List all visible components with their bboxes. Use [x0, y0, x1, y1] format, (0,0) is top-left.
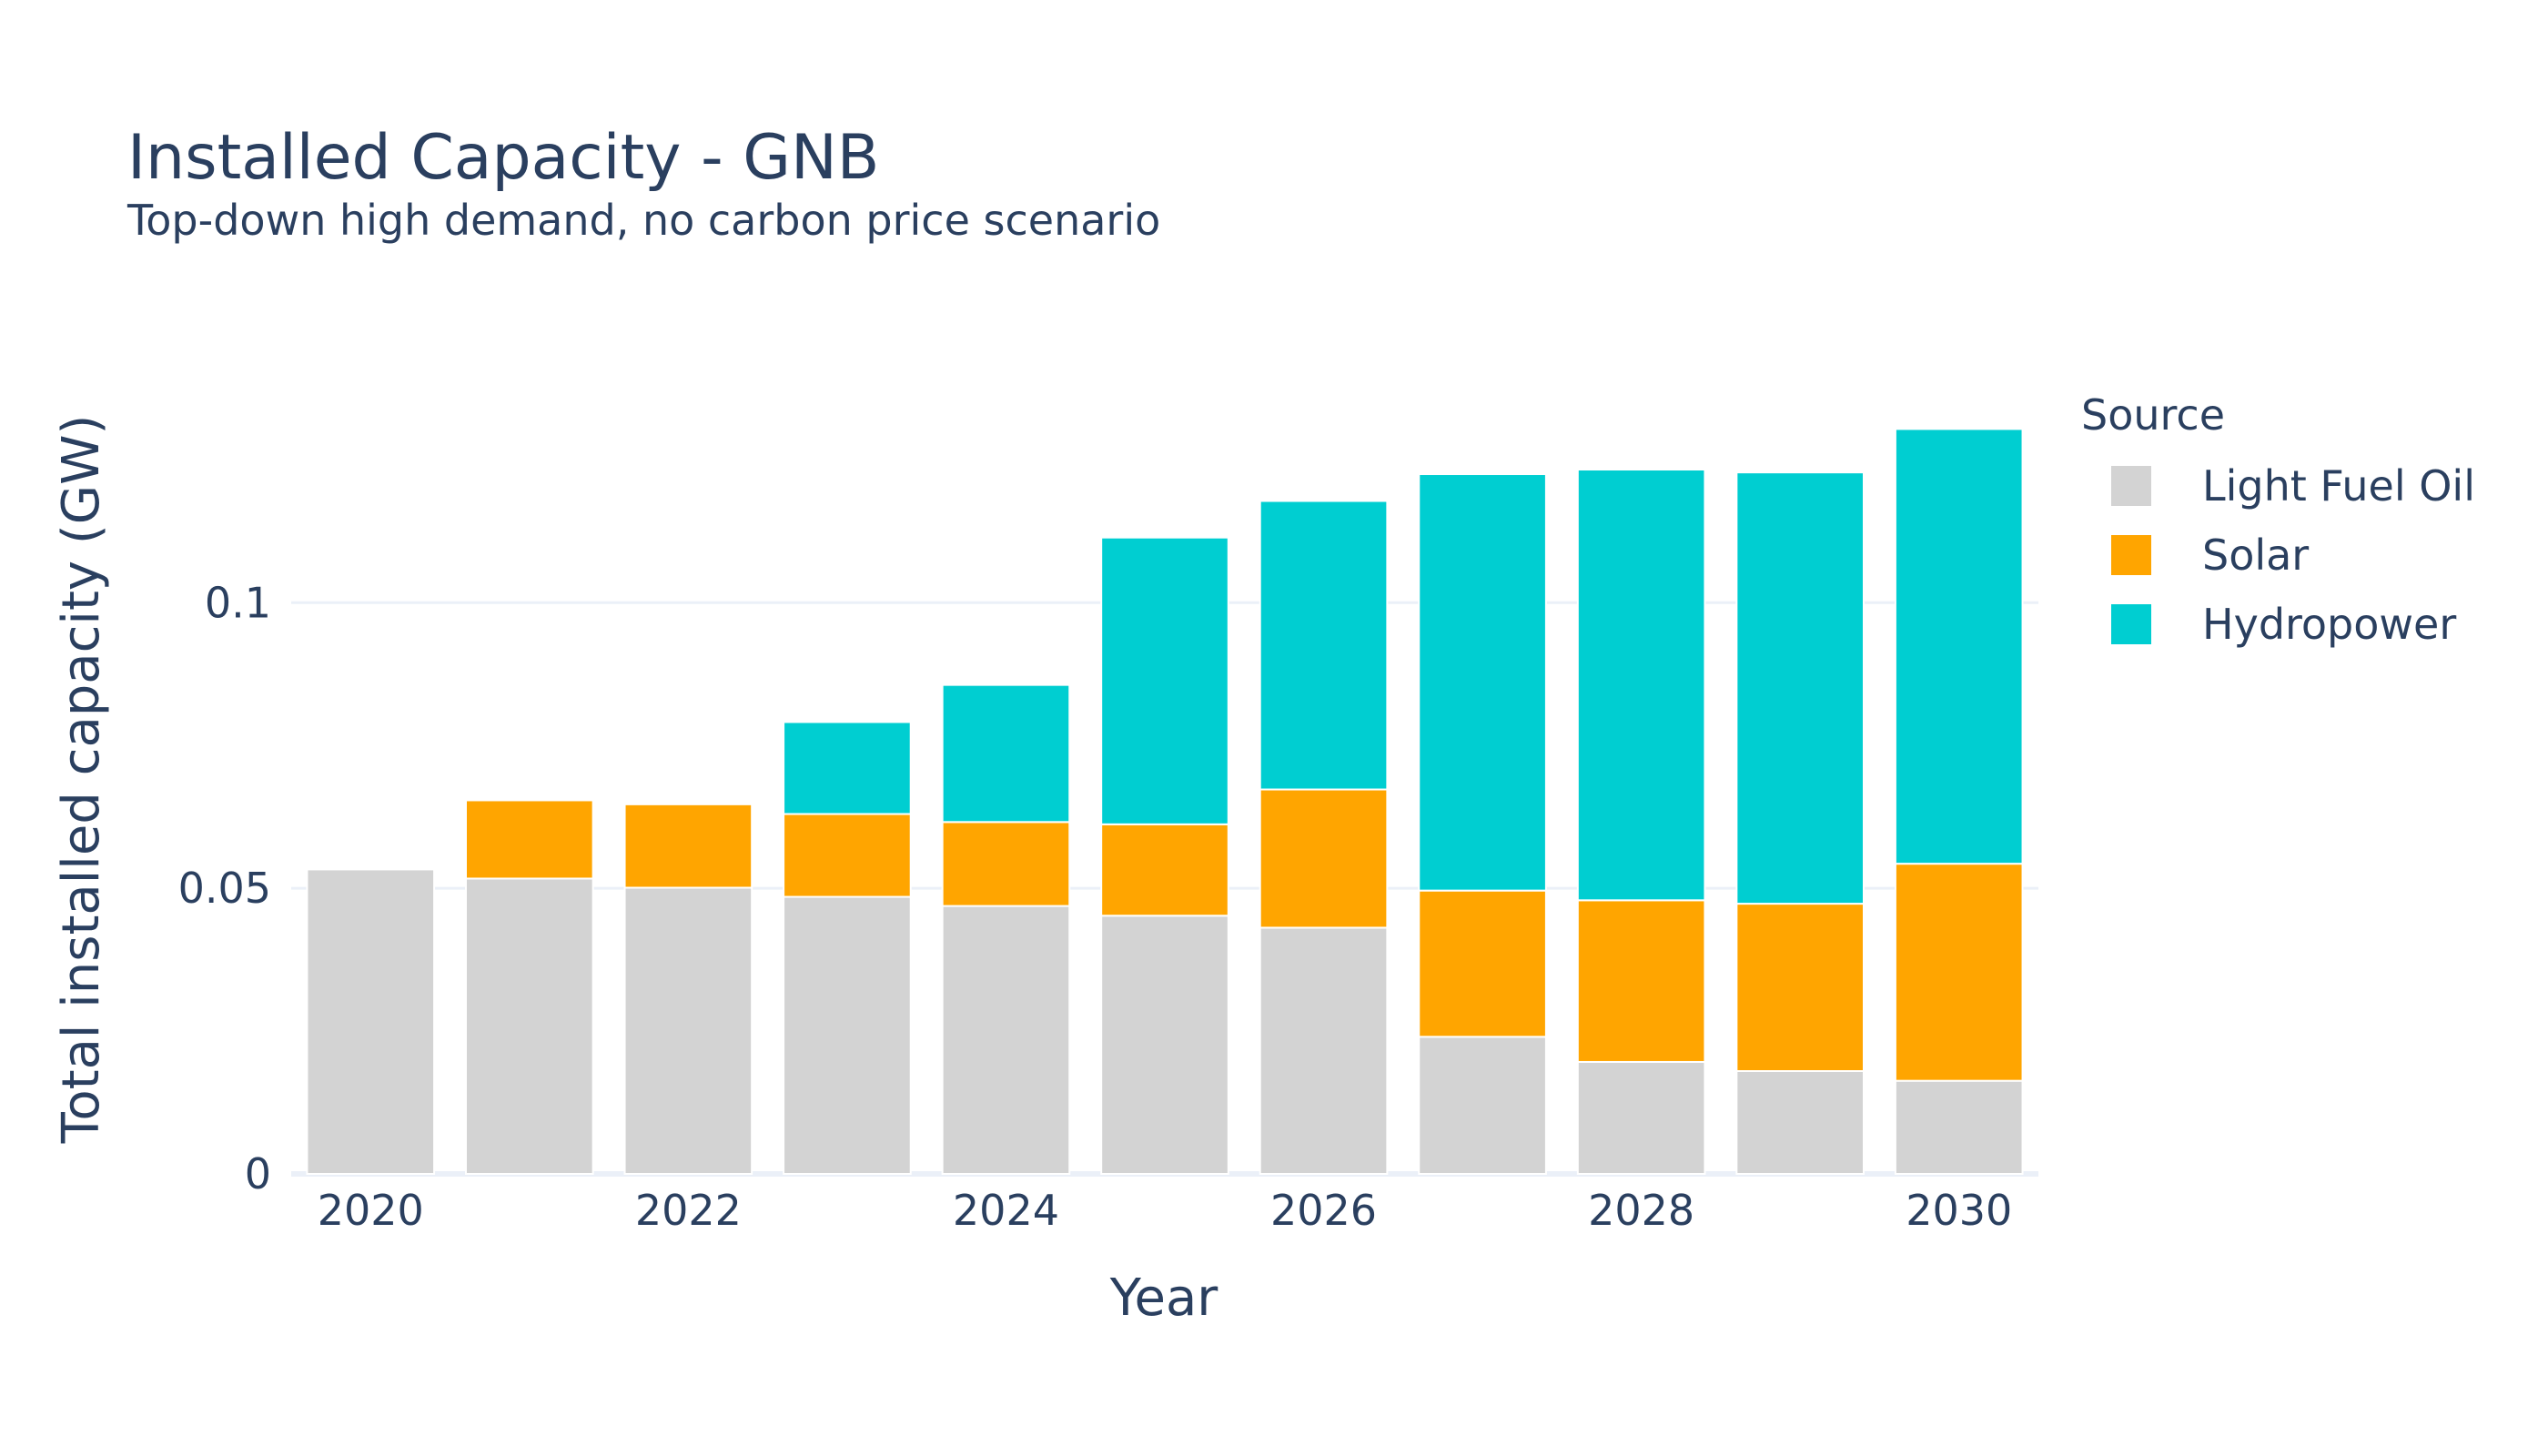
bar-solar-2026 — [1259, 788, 1389, 929]
legend-title: Source — [2081, 390, 2225, 440]
bar-light-fuel-oil-2025 — [1100, 915, 1229, 1175]
legend-swatch-hydropower — [2111, 604, 2151, 644]
x-tick-label: 2030 — [1906, 1186, 2012, 1235]
chart-subtitle: Top-down high demand, no carbon price sc… — [126, 196, 1160, 245]
bar-solar-2029 — [1735, 903, 1866, 1073]
bar-light-fuel-oil-2021 — [465, 877, 594, 1175]
y-tick-label: 0.1 — [205, 578, 271, 627]
bar-hydropower-2029 — [1735, 471, 1866, 905]
x-axis-title: Year — [1109, 1269, 1219, 1328]
x-tick-label: 2022 — [635, 1186, 742, 1235]
bar-solar-2024 — [941, 821, 1071, 907]
bar-light-fuel-oil-2020 — [306, 868, 436, 1176]
y-tick-label: 0.05 — [178, 864, 271, 913]
bar-solar-2028 — [1576, 899, 1706, 1063]
x-tick-label: 2024 — [953, 1186, 1059, 1235]
bar-solar-2022 — [623, 803, 753, 889]
y-axis-title: Total installed capacity (GW) — [52, 415, 111, 1145]
bar-light-fuel-oil-2024 — [941, 905, 1071, 1175]
chart-title: Installed Capacity - GNB — [127, 122, 879, 194]
bar-solar-2030 — [1894, 863, 2024, 1082]
bar-light-fuel-oil-2030 — [1894, 1079, 2024, 1175]
bar-hydropower-2026 — [1259, 500, 1389, 791]
legend-label-light-fuel-oil: Light Fuel Oil — [2202, 461, 2475, 511]
bar-solar-2021 — [465, 799, 594, 880]
x-tick-label: 2028 — [1588, 1186, 1694, 1235]
bars — [306, 428, 2024, 1176]
bar-light-fuel-oil-2026 — [1259, 926, 1389, 1175]
bar-hydropower-2024 — [941, 683, 1071, 824]
legend-label-solar: Solar — [2202, 531, 2309, 580]
bar-light-fuel-oil-2029 — [1735, 1070, 1866, 1176]
x-tick-label: 2026 — [1270, 1186, 1377, 1235]
bar-hydropower-2027 — [1418, 473, 1547, 892]
legend-label-hydropower: Hydropower — [2202, 600, 2456, 649]
axes: 0 0.05 0.1 2020 2022 2024 2026 2028 2030 — [178, 578, 2013, 1235]
x-tick-label: 2020 — [318, 1186, 424, 1235]
legend-swatch-solar — [2111, 535, 2151, 575]
legend-swatch-light-fuel-oil — [2111, 466, 2151, 506]
bar-light-fuel-oil-2023 — [783, 895, 912, 1175]
bar-hydropower-2023 — [783, 721, 912, 815]
bar-solar-2025 — [1100, 823, 1229, 917]
bar-hydropower-2028 — [1576, 469, 1706, 902]
bar-light-fuel-oil-2027 — [1418, 1036, 1547, 1175]
y-tick-label: 0 — [245, 1149, 271, 1198]
bar-hydropower-2030 — [1894, 428, 2024, 865]
bar-light-fuel-oil-2022 — [623, 886, 753, 1175]
bar-light-fuel-oil-2028 — [1576, 1060, 1706, 1175]
bar-solar-2023 — [783, 813, 912, 898]
bar-hydropower-2025 — [1100, 536, 1229, 825]
legend: Source Light Fuel Oil Solar Hydropower — [2081, 390, 2475, 649]
bar-solar-2027 — [1418, 889, 1547, 1038]
